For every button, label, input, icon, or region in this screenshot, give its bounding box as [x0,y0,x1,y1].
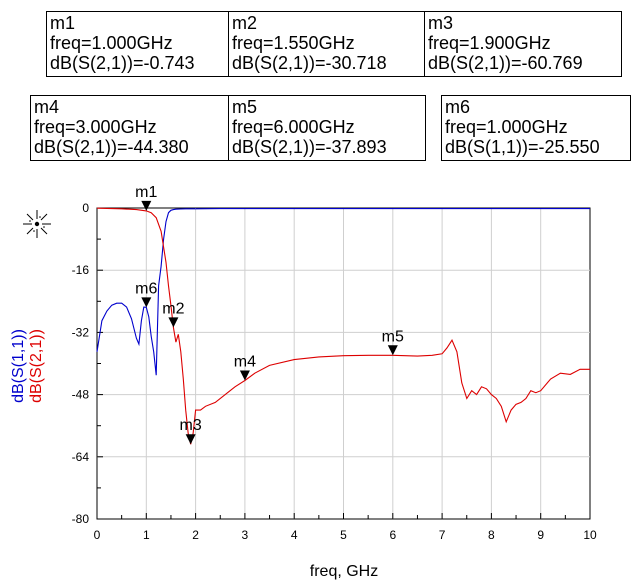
marker-label-m4: m4 [234,354,256,371]
marker-box-freq: freq=1.550GHz [232,33,355,53]
marker-box-name: m5 [232,97,258,117]
marker-box-freq: freq=6.000GHz [232,117,355,137]
y-tick-label: -64 [72,450,90,464]
x-tick-label: 2 [192,528,199,542]
marker-box-m3: m3 freq=1.900GHz dB(S(2,1))=-60.769 [424,11,622,77]
marker-triangle-m3 [185,434,196,445]
y-tick-label: -80 [72,512,90,526]
y-tick-label: -32 [72,325,90,339]
marker-box-value: dB(S(2,1))=-0.743 [50,53,195,73]
marker-box-m4: m4 freq=3.000GHz dB(S(2,1))=-44.380 [30,95,229,161]
series-lines [96,207,590,445]
y-axis-label-s11: dB(S(1,1)) [10,329,27,403]
markers: m1 m2 m3 m4 m5 m6 [135,184,404,445]
x-tick-label: 1 [143,528,150,542]
marker-triangle-m2 [168,317,179,328]
marker-box-m2: m2 freq=1.550GHz dB(S(2,1))=-30.718 [228,11,426,77]
x-tick-label: 0 [94,528,101,542]
logo-icon [23,210,51,238]
series-line-s21 [96,207,590,445]
marker-box-freq: freq=3.000GHz [34,117,157,137]
minor-ticks [96,207,591,520]
marker-label-m2: m2 [162,300,184,317]
marker-box-m6: m6 freq=1.000GHz dB(S(1,1))=-25.550 [441,95,631,161]
marker-box-name: m4 [34,97,60,117]
y-tick-label: -48 [72,388,90,402]
marker-triangle-m1 [141,200,152,211]
x-tick-label: 4 [291,528,298,542]
marker-box-m5: m5 freq=6.000GHz dB(S(2,1))=-37.893 [228,95,426,161]
marker-box-value: dB(S(2,1))=-44.380 [34,137,189,157]
y-tick-label: -16 [72,263,90,277]
marker-box-freq: freq=1.000GHz [445,117,568,137]
marker-box-name: m1 [50,13,76,33]
marker-box-value: dB(S(2,1))=-37.893 [232,137,387,157]
marker-triangle-m4 [239,370,250,381]
marker-box-value: dB(S(1,1))=-25.550 [445,137,600,157]
marker-triangle-m5 [387,345,398,356]
x-tick-label: 7 [439,528,446,542]
x-axis-label: freq, GHz [310,563,378,580]
marker-label-m3: m3 [180,417,202,434]
x-tick-label: 8 [488,528,495,542]
y-tick-label: 0 [82,201,89,215]
series-line-s11 [96,208,590,376]
marker-triangle-m6 [141,297,152,308]
marker-box-m1: m1 freq=1.000GHz dB(S(2,1))=-0.743 [46,11,230,77]
y-tick-labels: 0 -16 -32 -48 -64 -80 [72,201,90,526]
marker-box-freq: freq=1.900GHz [428,33,551,53]
marker-label-m1: m1 [135,184,157,201]
x-tick-label: 9 [537,528,544,542]
y-axis-label-s21: dB(S(2,1)) [28,329,45,403]
marker-box-value: dB(S(2,1))=-30.718 [232,53,387,73]
marker-box-value: dB(S(2,1))=-60.769 [428,53,583,73]
x-tick-label: 6 [389,528,396,542]
marker-box-name: m6 [445,97,471,117]
x-tick-label: 5 [340,528,347,542]
x-tick-label: 3 [242,528,249,542]
marker-box-freq: freq=1.000GHz [50,33,173,53]
marker-label-m5: m5 [382,328,404,345]
marker-label-m6: m6 [135,280,157,297]
x-tick-labels: 0 1 2 3 4 5 6 7 8 9 10 [94,528,597,542]
grid-lines [97,208,590,519]
x-tick-label: 10 [583,528,597,542]
marker-box-name: m2 [232,13,258,33]
marker-box-name: m3 [428,13,454,33]
